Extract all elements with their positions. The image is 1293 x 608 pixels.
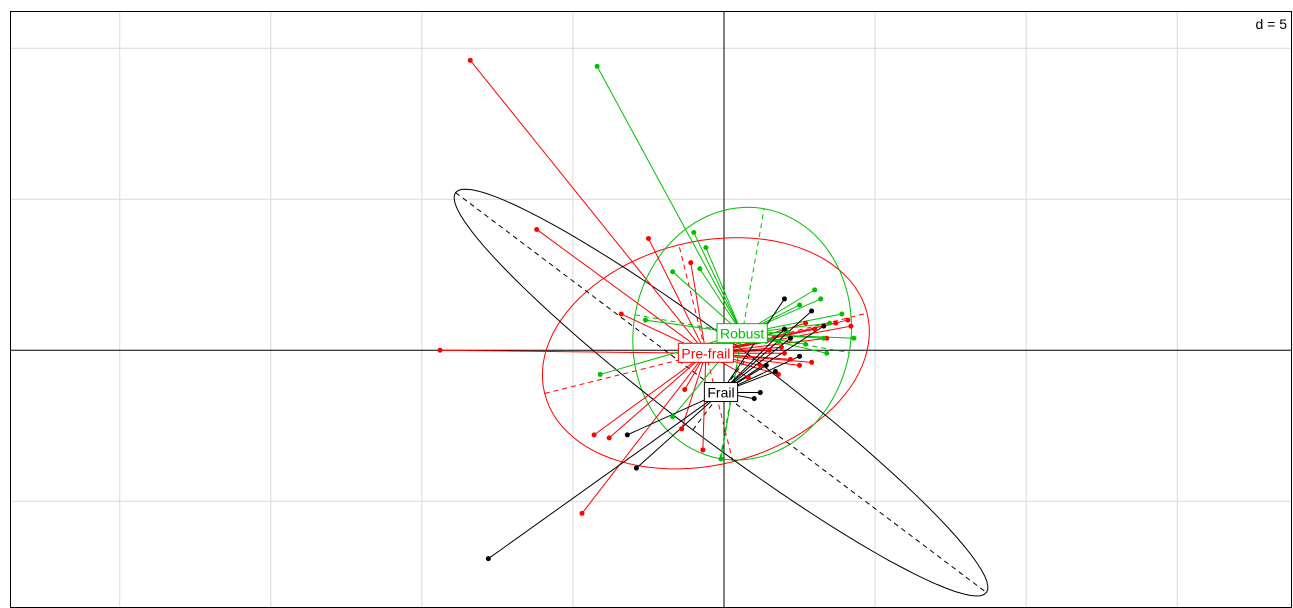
point-pre-frail	[775, 371, 781, 377]
link-robust	[705, 247, 743, 334]
point-robust	[670, 414, 676, 420]
point-pre-frail	[606, 435, 612, 441]
link-frail	[488, 392, 722, 560]
zero-axes	[11, 12, 1292, 607]
link-pre-frail	[536, 229, 707, 354]
label-box-frail	[703, 382, 739, 403]
point-robust	[670, 269, 676, 275]
point-frail	[787, 335, 793, 341]
point-frail	[751, 396, 757, 402]
point-frail	[772, 368, 778, 374]
link-frail	[720, 328, 785, 393]
point-robust	[824, 350, 830, 356]
point-pre-frail	[833, 320, 839, 326]
point-pre-frail	[437, 347, 443, 353]
scale-label: d = 5	[1255, 16, 1287, 32]
point-frail	[757, 390, 763, 396]
point-robust	[803, 341, 809, 347]
point-frail	[797, 353, 803, 359]
point-robust	[818, 296, 824, 302]
point-pre-frail	[812, 326, 818, 332]
point-pre-frail	[467, 57, 473, 63]
scale-label-background	[1249, 12, 1291, 36]
point-robust	[594, 63, 600, 69]
point-frail	[781, 326, 787, 332]
point-robust	[642, 317, 648, 323]
point-robust	[851, 335, 857, 341]
point-frail	[763, 362, 769, 368]
point-frail	[809, 308, 815, 314]
label-box-pre-frail	[677, 342, 734, 363]
grid-lines	[11, 12, 1292, 607]
link-pre-frail	[608, 352, 707, 439]
link-frail	[636, 392, 722, 469]
ellipse-major-axis-frail	[455, 192, 987, 593]
point-robust	[839, 311, 845, 317]
link-frail	[720, 325, 824, 393]
point-pre-frail	[848, 323, 854, 329]
point-robust	[697, 266, 703, 272]
point-frail	[633, 465, 639, 471]
link-robust	[693, 232, 743, 334]
link-pre-frail	[469, 60, 707, 354]
point-pre-frail	[591, 432, 597, 438]
point-robust	[703, 245, 709, 251]
link-robust	[699, 268, 743, 334]
data-points	[437, 57, 857, 562]
link-pre-frail	[581, 352, 707, 514]
point-frail	[821, 323, 827, 329]
point-robust	[821, 335, 827, 341]
label-text-pre-frail: Pre-frail	[681, 345, 730, 361]
point-robust	[597, 371, 603, 377]
point-pre-frail	[688, 260, 694, 266]
point-pre-frail	[679, 426, 685, 432]
point-pre-frail	[766, 347, 772, 353]
point-robust	[812, 287, 818, 293]
point-pre-frail	[803, 320, 809, 326]
link-pre-frail	[690, 262, 707, 354]
link-pre-frail	[648, 238, 707, 354]
point-pre-frail	[809, 359, 815, 365]
point-robust	[797, 302, 803, 308]
point-robust	[775, 338, 781, 344]
label-robust: Robust	[716, 323, 768, 344]
point-pre-frail	[534, 226, 540, 232]
point-robust	[827, 320, 833, 326]
point-pre-frail	[778, 344, 784, 350]
ellipse-robust	[632, 206, 853, 461]
link-pre-frail	[440, 349, 706, 354]
point-pre-frail	[745, 374, 751, 380]
label-box-robust	[716, 323, 768, 344]
point-pre-frail	[757, 362, 763, 368]
point-robust	[718, 456, 724, 462]
point-robust	[691, 229, 697, 235]
point-pre-frail	[781, 350, 787, 356]
point-frail	[624, 432, 630, 438]
point-pre-frail	[579, 510, 585, 516]
point-pre-frail	[797, 362, 803, 368]
point-pre-frail	[618, 311, 624, 317]
link-frail	[720, 310, 812, 393]
point-frail	[781, 296, 787, 302]
group-labels: Pre-frail Robust Frail	[677, 323, 768, 403]
point-frail	[485, 556, 491, 562]
point-pre-frail	[645, 236, 651, 242]
point-pre-frail	[787, 356, 793, 362]
label-text-frail: Frail	[707, 385, 734, 401]
label-pre-frail: Pre-frail	[677, 342, 734, 363]
link-frail	[720, 298, 785, 393]
point-pre-frail	[700, 447, 706, 453]
label-text-robust: Robust	[720, 326, 764, 342]
label-frail: Frail	[703, 382, 739, 403]
link-robust	[596, 66, 743, 334]
link-pre-frail	[593, 352, 707, 436]
point-pre-frail	[682, 387, 688, 393]
point-robust	[784, 329, 790, 335]
point-pre-frail	[845, 317, 851, 323]
